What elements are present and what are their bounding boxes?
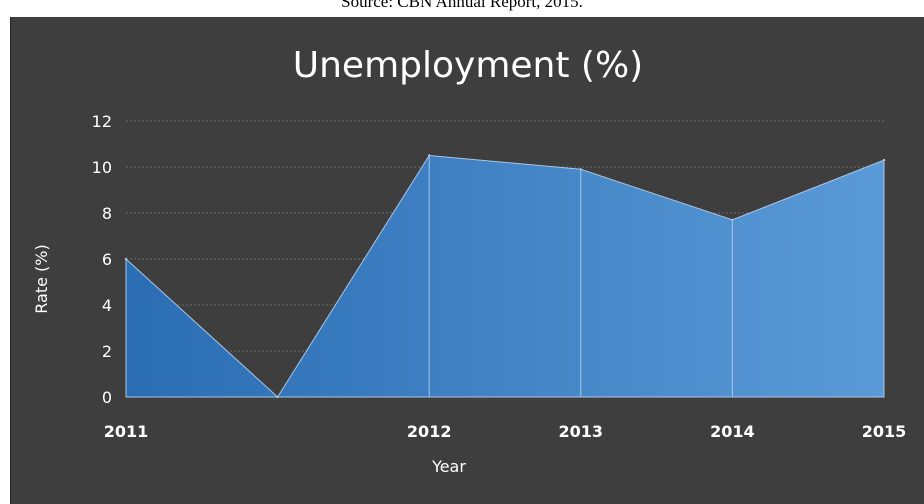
- x-tick-label-2012: 2012: [407, 422, 452, 441]
- data-point-3: [579, 168, 582, 171]
- area-layer: [124, 154, 886, 399]
- source-note: Source: CBN Annual Report, 2015.: [341, 0, 583, 11]
- chart-frame: Unemployment (%) 0 2 4 6 8 10 12 2011 2012 2013 2…: [10, 17, 924, 504]
- chart-title: Unemployment (%): [293, 45, 643, 86]
- y-tick-label-12: 12: [92, 112, 112, 131]
- data-point-0: [124, 257, 128, 261]
- y-tick-label-10: 10: [92, 158, 112, 177]
- y-tick-label-8: 8: [102, 204, 112, 223]
- y-axis-ticks: 0 2 4 6 8 10 12: [92, 112, 112, 407]
- x-tick-label-2011: 2011: [104, 422, 149, 441]
- x-tick-label-2014: 2014: [710, 422, 755, 441]
- data-point-2: [428, 154, 431, 157]
- x-axis-title: Year: [431, 457, 466, 476]
- y-axis-title: Rate (%): [32, 244, 51, 313]
- x-tick-label-2015: 2015: [862, 422, 907, 441]
- y-tick-label-6: 6: [102, 250, 112, 269]
- data-point-4: [731, 218, 734, 222]
- y-tick-label-2: 2: [102, 342, 112, 361]
- y-tick-label-4: 4: [102, 296, 112, 315]
- y-tick-label-0: 0: [102, 388, 112, 407]
- area-series: [125, 154, 885, 398]
- x-tick-label-2013: 2013: [559, 422, 604, 441]
- x-axis-ticks: 2011 2012 2013 2014 2015: [104, 422, 907, 441]
- data-point-1: [276, 395, 279, 399]
- data-point-5: [882, 158, 886, 162]
